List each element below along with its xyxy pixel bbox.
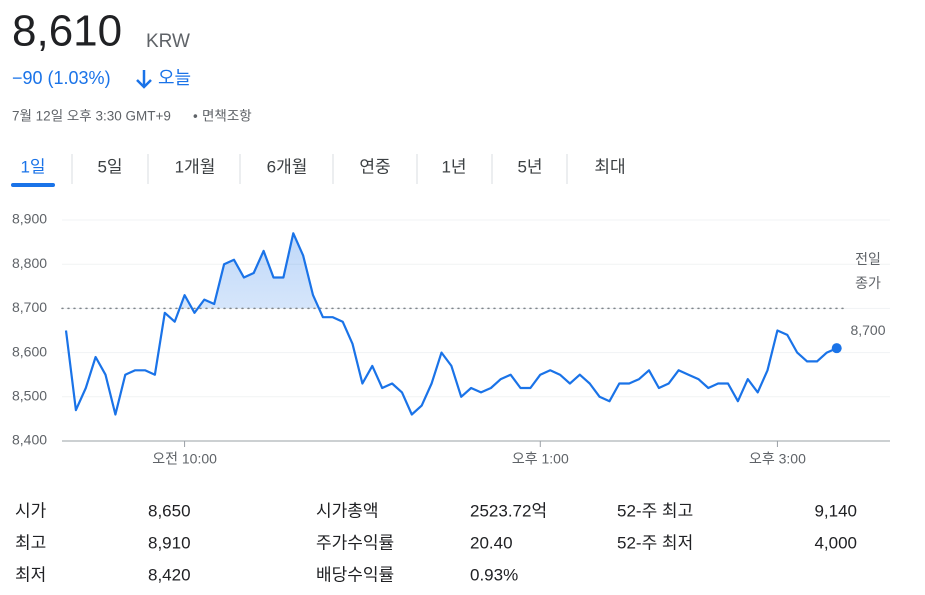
tabs: 1일 5일 1개월 6개월 연중 1년 5년 최대 xyxy=(11,154,626,187)
x-tick-label: 오후 3:00 xyxy=(749,451,806,467)
y-tick-label: 8,800 xyxy=(12,255,47,271)
tab[interactable]: 1년 xyxy=(441,157,466,176)
stat-value: 0.93% xyxy=(470,565,518,584)
x-tick-label: 오전 10:00 xyxy=(152,451,217,467)
stat-label: 최고 xyxy=(15,533,46,552)
y-tick-label: 8,600 xyxy=(12,343,47,359)
price: 8,610 xyxy=(12,7,122,56)
change: −90 (1.03%) xyxy=(12,68,111,88)
stat-label: 시가총액 xyxy=(316,501,379,520)
last-point xyxy=(831,343,842,354)
stat-label: 배당수익률 xyxy=(316,565,394,584)
stat-label: 시가 xyxy=(15,501,47,520)
timestamp: 7월 12일 오후 3:30 GMT+9 xyxy=(12,109,171,124)
tab[interactable]: 최대 xyxy=(594,157,625,176)
change-period: 오늘 xyxy=(158,68,191,88)
tab[interactable]: 1개월 xyxy=(175,157,216,176)
stat-value: 8,420 xyxy=(148,565,191,584)
stat-value: 4,000 xyxy=(814,533,857,552)
y-tick-label: 8,400 xyxy=(12,432,47,448)
y-tick-label: 8,500 xyxy=(12,388,47,404)
stat-label: 52-주 최저 xyxy=(617,533,693,552)
tab[interactable]: 1일 xyxy=(20,157,45,176)
reference-value: 8,700 xyxy=(850,322,885,338)
disclaimer[interactable]: 면책조항 xyxy=(202,109,252,124)
price-line xyxy=(64,232,838,416)
down-arrow xyxy=(136,70,152,89)
chart: 8,400 8,500 8,600 8,700 8,800 8,900 오전 10:00 오후… xyxy=(12,211,890,467)
currency: KRW xyxy=(146,31,190,52)
area-fill xyxy=(179,233,319,309)
stat-label: 주가수익률 xyxy=(316,533,394,552)
tab[interactable]: 6개월 xyxy=(267,157,308,176)
tab[interactable]: 5일 xyxy=(97,157,122,176)
y-tick-label: 8,900 xyxy=(12,211,47,227)
stat-value: 8,650 xyxy=(148,501,191,520)
reference-label: 전일 xyxy=(855,251,881,267)
stat-value: 20.40 xyxy=(470,533,513,552)
bullet: • xyxy=(193,109,198,124)
tab[interactable]: 5년 xyxy=(517,157,542,176)
stat-value: 9,140 xyxy=(814,501,857,520)
stat-label: 52-주 최고 xyxy=(617,501,693,520)
x-tick-label: 오후 1:00 xyxy=(512,451,569,467)
stat-value: 2523.72억 xyxy=(470,501,547,520)
y-tick-label: 8,700 xyxy=(12,299,47,315)
stat-label: 최저 xyxy=(15,565,46,584)
stat-value: 8,910 xyxy=(148,533,191,552)
reference-label: 종가 xyxy=(855,275,881,291)
tab-underline xyxy=(11,183,55,187)
tab[interactable]: 연중 xyxy=(359,157,390,176)
